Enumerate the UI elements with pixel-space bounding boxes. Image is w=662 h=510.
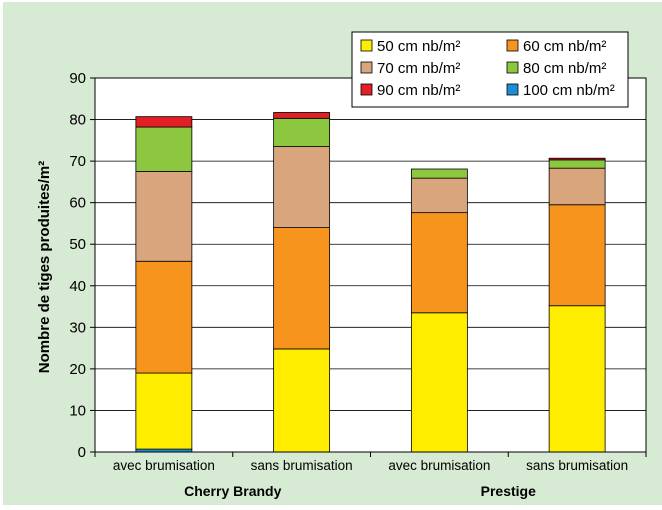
stacked-bar-chart: 0 10 20 30 40 50 60 70 80 90 avec brumisation sans…: [36, 31, 647, 499]
bar-segment-60-cm-nb-m: [273, 227, 331, 350]
bar-segment-90-cm-nb-m: [135, 116, 193, 128]
legend-label-60-cm-nb-m: 60 cm nb/m²: [523, 38, 606, 55]
bar-segment-80-cm-nb-m: [273, 117, 331, 147]
legend-label-80-cm-nb-m: 80 cm nb/m²: [523, 60, 606, 77]
bar-segment-60-cm-nb-m: [410, 212, 468, 314]
y-tick-label: 50: [69, 236, 86, 253]
bar-segment-70-cm-nb-m: [548, 167, 606, 206]
x-category-label: avec brumisation: [113, 458, 215, 473]
bar-segment-50-cm-nb-m: [410, 312, 468, 453]
y-tick-label: 80: [69, 112, 86, 129]
legend-box: [351, 31, 629, 108]
legend-swatch-60-cm-nb-m: [506, 39, 519, 52]
y-tick-label: 70: [69, 153, 86, 170]
legend-label-100-cm-nb-m: 100 cm nb/m²: [523, 82, 615, 99]
x-category-labels: avec brumisation sans brumisation avec bru…: [113, 458, 628, 473]
bar-segment-80-cm-nb-m: [410, 168, 468, 179]
x-group-labels: Cherry Brandy Prestige: [184, 483, 536, 499]
legend-swatch-50-cm-nb-m: [360, 39, 373, 52]
bar-segment-50-cm-nb-m: [135, 372, 193, 450]
bars: [135, 112, 606, 453]
bar-segment-60-cm-nb-m: [135, 260, 193, 374]
bar-segment-70-cm-nb-m: [410, 177, 468, 214]
y-tick-label: 30: [69, 319, 86, 336]
bar-segment-90-cm-nb-m: [273, 112, 331, 119]
legend-label-70-cm-nb-m: 70 cm nb/m²: [377, 60, 460, 77]
x-category-label: avec brumisation: [388, 458, 490, 473]
legend-label-50-cm-nb-m: 50 cm nb/m²: [377, 38, 460, 55]
y-tick-label: 60: [69, 195, 86, 212]
legend-swatch-70-cm-nb-m: [360, 61, 373, 74]
legend-swatch-80-cm-nb-m: [506, 61, 519, 74]
bar-segment-50-cm-nb-m: [273, 348, 331, 453]
y-tick-label: 40: [69, 278, 86, 295]
legend-swatch-90-cm-nb-m: [360, 83, 373, 96]
x-group-label: Prestige: [481, 483, 536, 499]
y-axis-title: Nombre de tiges produites/m²: [36, 161, 53, 374]
legend-swatch-100-cm-nb-m: [506, 83, 519, 96]
bar-segment-50-cm-nb-m: [548, 305, 606, 453]
y-tick-labels: 0 10 20 30 40 50 60 70 80 90: [69, 70, 86, 461]
bar-segment-60-cm-nb-m: [548, 204, 606, 307]
y-tick-label: 10: [69, 402, 86, 419]
x-category-label: sans brumisation: [251, 458, 353, 473]
bar-segment-70-cm-nb-m: [273, 146, 331, 228]
x-group-label: Cherry Brandy: [184, 483, 281, 499]
y-tick-label: 0: [78, 444, 86, 461]
y-tick-label: 20: [69, 361, 86, 378]
x-category-label: sans brumisation: [526, 458, 628, 473]
legend: 50 cm nb/m² 60 cm nb/m² 70 cm nb/m² 80 cm n…: [351, 31, 629, 108]
bar-segment-70-cm-nb-m: [135, 171, 193, 262]
bar-segment-80-cm-nb-m: [548, 159, 606, 169]
bar-segment-80-cm-nb-m: [135, 126, 193, 172]
bar-segment-90-cm-nb-m: [548, 157, 606, 161]
legend-label-90-cm-nb-m: 90 cm nb/m²: [377, 82, 460, 99]
y-tick-label: 90: [69, 70, 86, 87]
